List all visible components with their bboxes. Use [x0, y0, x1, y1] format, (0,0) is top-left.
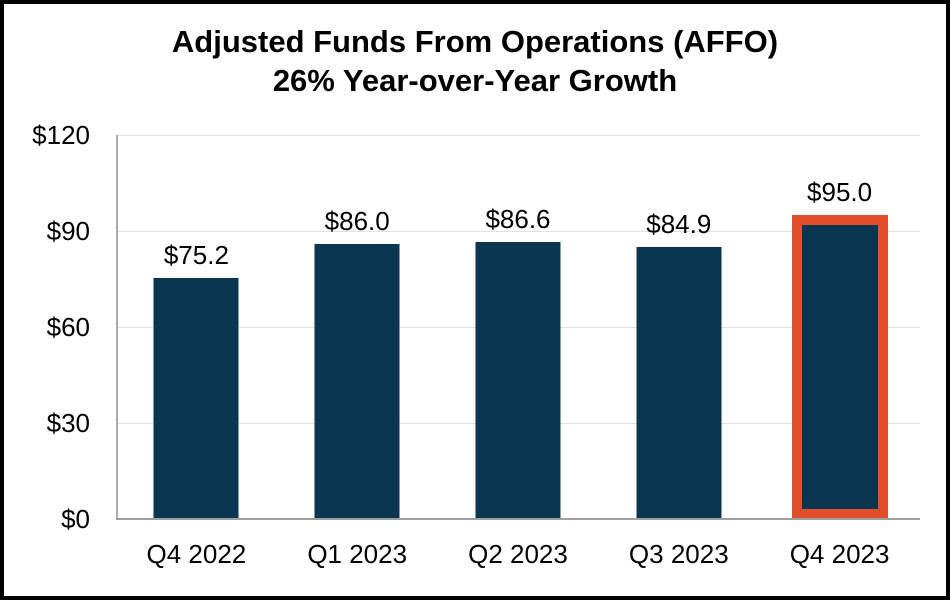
bar-value-label: $95.0 — [807, 177, 873, 207]
bar-value-label: $86.6 — [485, 203, 551, 234]
gridline — [116, 231, 920, 232]
chart-title-line1: Adjusted Funds From Operations (AFFO) — [171, 24, 779, 59]
y-tick-label: $0 — [61, 504, 90, 534]
y-tick-label: $90 — [46, 216, 90, 246]
y-axis-line — [116, 135, 118, 519]
plot-area: $75.2 $86.0 $86.6 $84.9 $95.0 — [116, 135, 920, 520]
bar-slot: $95.0 — [759, 135, 920, 519]
x-axis-tick-labels: Q4 2022 Q1 2023 Q2 2023 Q3 2023 Q4 2023 — [116, 538, 920, 570]
x-tick-label: Q1 2023 — [307, 539, 408, 569]
x-tick-label: Q4 2023 — [789, 539, 890, 569]
bar-value-label: $86.0 — [324, 205, 390, 236]
x-tick-label: Q4 2022 — [146, 539, 247, 569]
chart-title: Adjusted Funds From Operations (AFFO) 26… — [4, 22, 946, 100]
bar-slot: $84.9 — [598, 135, 759, 519]
bar-slot: $86.6 — [438, 135, 599, 519]
y-tick-label: $120 — [32, 120, 90, 150]
bar-highlighted — [791, 215, 888, 519]
y-tick-label: $60 — [46, 312, 90, 342]
y-axis-tick-labels: $0 $30 $60 $90 $120 — [4, 120, 90, 534]
y-tick-label: $30 — [46, 408, 90, 438]
bar — [636, 247, 722, 519]
gridline — [116, 135, 920, 136]
x-tick-label: Q2 2023 — [468, 539, 568, 569]
x-axis-line — [116, 518, 920, 520]
chart-title-line2: 26% Year-over-Year Growth — [272, 63, 678, 98]
bar-slot: $86.0 — [277, 135, 438, 519]
bars-layer: $75.2 $86.0 $86.6 $84.9 $95.0 — [116, 135, 920, 519]
bar — [475, 241, 561, 519]
bar — [153, 278, 239, 519]
bar-value-label: $75.2 — [163, 240, 229, 271]
bar-value-label: $84.9 — [646, 209, 712, 240]
bar — [314, 243, 400, 519]
x-tick-label: Q3 2023 — [628, 539, 729, 569]
bar-slot: $75.2 — [116, 135, 277, 519]
